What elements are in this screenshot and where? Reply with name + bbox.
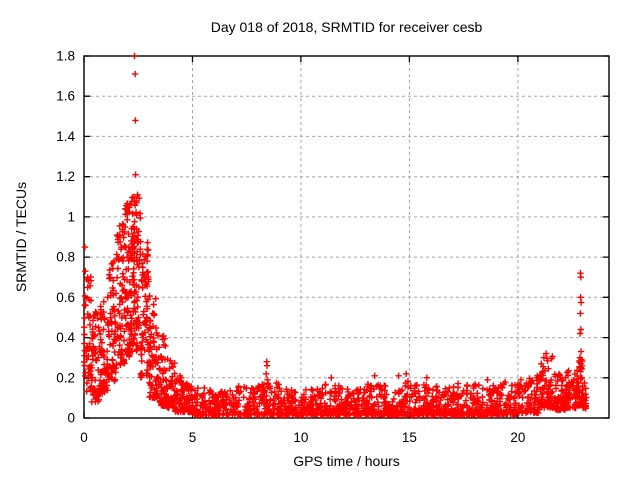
svg-text:1: 1	[67, 209, 75, 224]
grid-lines	[84, 56, 609, 418]
plot-border	[83, 55, 610, 419]
svg-text:1.6: 1.6	[56, 89, 75, 104]
svg-text:0.8: 0.8	[56, 250, 75, 265]
axis-tick-marks	[83, 55, 609, 419]
svg-text:0.6: 0.6	[56, 290, 75, 305]
svg-text:1.2: 1.2	[56, 169, 75, 184]
svg-text:5: 5	[189, 430, 197, 445]
svg-text:0.2: 0.2	[56, 370, 75, 385]
x-axis-label: GPS time / hours	[293, 453, 400, 469]
data-points	[80, 52, 590, 419]
axis-tick-labels: 0 5 10 15 20 0 0.2 0.4 0.6 0.8 1 1.2 1.4 1.6 1.8	[56, 49, 525, 446]
chart-title: Day 018 of 2018, SRMTID for receiver ces…	[210, 19, 483, 35]
svg-text:10: 10	[293, 430, 308, 445]
svg-text:20: 20	[510, 430, 525, 445]
svg-text:0: 0	[67, 411, 75, 426]
svg-text:0: 0	[80, 430, 88, 445]
svg-text:1.8: 1.8	[56, 49, 75, 64]
svg-text:0.4: 0.4	[56, 330, 75, 345]
svg-text:15: 15	[402, 430, 417, 445]
svg-text:1.4: 1.4	[56, 129, 75, 144]
